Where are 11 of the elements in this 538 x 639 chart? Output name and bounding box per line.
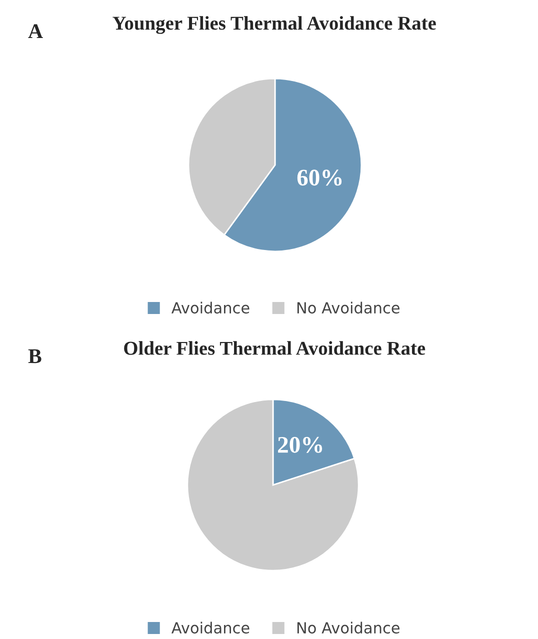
legend-label: Avoidance	[171, 622, 250, 634]
legend-label: Avoidance	[171, 302, 250, 314]
pie-slice	[186, 398, 360, 572]
chart-title: Older Flies Thermal Avoidance Rate	[124, 341, 426, 355]
data-label: 20%	[278, 436, 322, 453]
text: A	[28, 24, 43, 38]
legend-label: No Avoidance	[297, 622, 400, 634]
legend-label: No Avoidance	[297, 302, 400, 314]
text: B	[28, 349, 42, 364]
chart-title: Younger Flies Thermal Avoidance Rate	[112, 16, 436, 34]
data-label: 60%	[297, 170, 342, 186]
